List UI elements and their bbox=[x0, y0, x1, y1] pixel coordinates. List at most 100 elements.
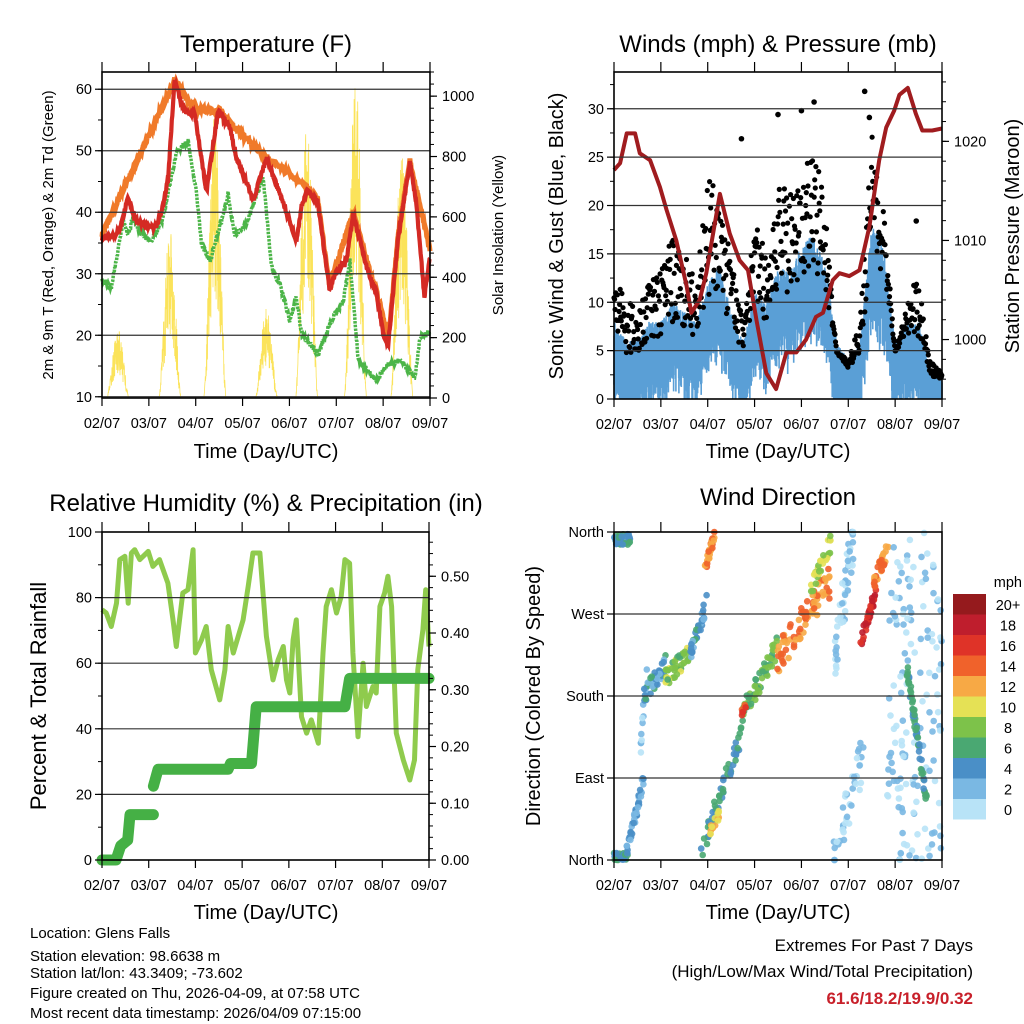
gust-point bbox=[719, 222, 726, 228]
gust-point bbox=[690, 331, 696, 337]
wind-direction-point bbox=[627, 836, 634, 844]
gust-point bbox=[657, 271, 663, 277]
gust-point bbox=[813, 229, 820, 235]
wind-direction-point bbox=[907, 683, 915, 690]
gust-point bbox=[653, 306, 659, 312]
gust-point bbox=[759, 240, 766, 246]
humidity-y-axis-title: Percent & Total Rainfall bbox=[26, 582, 51, 810]
gust-point bbox=[817, 208, 823, 214]
wind-direction-point bbox=[825, 565, 832, 573]
extremes-values: 61.6/18.2/19.9/0.32 bbox=[826, 989, 973, 1008]
wind-direction-point bbox=[839, 804, 847, 811]
wind-direction-point bbox=[933, 644, 940, 651]
wind-direction-point bbox=[902, 780, 910, 788]
wind-direction-point bbox=[860, 622, 867, 629]
wind-direction-point bbox=[842, 790, 849, 797]
gust-point bbox=[903, 326, 910, 332]
legend-swatch bbox=[953, 737, 986, 758]
wind-direction-point bbox=[869, 597, 876, 605]
wind-direction-point bbox=[739, 717, 746, 724]
y-tick-label: 30 bbox=[76, 267, 92, 283]
x-tick-label: 08/07 bbox=[365, 416, 401, 432]
gust-point bbox=[813, 164, 819, 170]
wind-direction-point bbox=[737, 725, 745, 732]
wind-direction-point bbox=[906, 604, 914, 611]
wind-direction-point bbox=[860, 744, 867, 751]
wind-direction-point bbox=[918, 553, 925, 561]
footer-latlon: Station lat/lon: 43.3409; -73.602 bbox=[30, 965, 243, 982]
wind-direction-point bbox=[906, 852, 913, 859]
gust-point bbox=[710, 183, 716, 189]
gust-point bbox=[802, 258, 808, 264]
wind-direction-point bbox=[871, 573, 878, 581]
gust-point bbox=[778, 238, 784, 244]
wind-direction-point bbox=[909, 699, 916, 706]
x-tick-label: 04/07 bbox=[690, 878, 726, 894]
right-y-tick-label: 0 bbox=[442, 391, 450, 407]
gust-point bbox=[699, 267, 705, 273]
gust-point bbox=[748, 305, 754, 312]
gust-point bbox=[640, 329, 646, 335]
gust-point bbox=[862, 269, 868, 275]
winds-x-axis-title: Time (Day/UTC) bbox=[706, 441, 851, 463]
gust-point bbox=[757, 263, 763, 269]
wind-direction-point bbox=[904, 664, 912, 671]
gust-point bbox=[807, 214, 813, 220]
right-y-tick-label: 0.40 bbox=[441, 626, 469, 642]
y-tick-label: 20 bbox=[76, 328, 92, 344]
x-tick-label: 04/07 bbox=[177, 878, 213, 894]
wind-direction-point bbox=[844, 579, 852, 587]
gust-point bbox=[621, 311, 627, 317]
gust-point bbox=[889, 316, 895, 322]
right-y-tick-label: 1000 bbox=[442, 89, 474, 105]
temperature-2m-line bbox=[99, 75, 432, 353]
x-tick-label: 04/07 bbox=[178, 416, 214, 432]
wind-direction-chart-title: Wind Direction bbox=[700, 484, 856, 511]
gust-point bbox=[826, 264, 833, 270]
gust-point bbox=[811, 257, 817, 263]
gust-point bbox=[804, 211, 810, 217]
gust-point bbox=[784, 195, 790, 201]
gust-point bbox=[789, 216, 795, 222]
wind-direction-point bbox=[759, 668, 766, 675]
wind-direction-point bbox=[908, 693, 915, 700]
wind-direction-point bbox=[648, 673, 655, 680]
gust-point bbox=[655, 293, 662, 299]
wind-direction-point bbox=[920, 529, 928, 537]
gust-point bbox=[667, 256, 673, 262]
wind-direction-point bbox=[810, 599, 818, 606]
gust-point bbox=[902, 311, 908, 317]
y-tick-label: 100 bbox=[68, 525, 92, 541]
legend-label: 12 bbox=[1000, 680, 1016, 696]
x-tick-label: 09/07 bbox=[411, 878, 447, 894]
right-y-tick-label: 0.20 bbox=[441, 740, 469, 756]
wind-direction-point bbox=[660, 658, 667, 666]
x-tick-label: 02/07 bbox=[84, 878, 120, 894]
wind-direction-point bbox=[819, 588, 826, 596]
gust-point bbox=[785, 220, 791, 226]
footer-location: Location: Glens Falls bbox=[30, 925, 170, 942]
wind-direction-point bbox=[734, 744, 741, 752]
gust-point bbox=[617, 286, 623, 292]
gust-point bbox=[758, 295, 764, 301]
wind-direction-point bbox=[930, 757, 937, 764]
wind-direction-point bbox=[676, 654, 684, 661]
gust-point bbox=[708, 205, 714, 211]
wind-direction-point bbox=[639, 719, 646, 727]
x-tick-label: 03/07 bbox=[643, 878, 679, 894]
wind-direction-point bbox=[923, 691, 930, 699]
gust-point bbox=[663, 293, 669, 299]
wind-direction-point bbox=[618, 533, 625, 540]
y-tick-label: 30 bbox=[588, 102, 604, 118]
wind-direction-point bbox=[904, 677, 912, 685]
wind-direction-point bbox=[678, 661, 685, 669]
gust-extreme-point bbox=[811, 99, 817, 105]
wind-direction-point bbox=[764, 672, 771, 679]
wind-direction-point bbox=[699, 607, 707, 614]
gust-point bbox=[641, 309, 647, 315]
wind-direction-point bbox=[623, 532, 630, 540]
gust-point bbox=[826, 305, 832, 311]
gust-point bbox=[881, 220, 888, 226]
gust-point bbox=[663, 287, 669, 293]
wind-direction-point bbox=[834, 656, 841, 663]
